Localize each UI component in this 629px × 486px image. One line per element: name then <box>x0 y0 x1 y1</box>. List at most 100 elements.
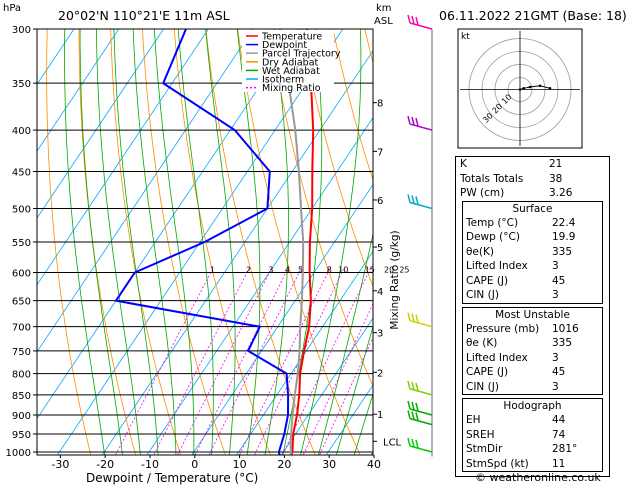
table-row: SREH 74 <box>463 428 602 443</box>
wind-barb-feather <box>411 438 415 448</box>
mixing-ratio-label: 10 <box>338 266 348 275</box>
mixing-ratio-line <box>177 266 273 455</box>
mixing-ratio-label: 20 <box>384 266 394 275</box>
row-value: 44 <box>552 414 566 426</box>
row-value: 3 <box>552 289 559 301</box>
row-label: θe (K) <box>466 337 498 349</box>
wind-barb <box>407 115 433 131</box>
km-tick-label: 6 <box>377 196 383 207</box>
y-tick-label: 1000 <box>6 448 31 459</box>
y-tick-label: 550 <box>12 238 31 249</box>
wind-barb-feather <box>415 117 419 127</box>
mixing-ratio-axis-label: Mixing Ratio (g/kg) <box>389 230 401 330</box>
mixing-ratio-label: 2 <box>246 266 251 275</box>
table-row: Pressure (mb) 1016 <box>463 322 602 337</box>
row-value: 11 <box>552 457 566 470</box>
legend-label: Dewpoint <box>262 40 307 51</box>
table-row: CIN (J) 3 <box>463 380 602 395</box>
table-row: Totals Totals 38 <box>456 172 609 187</box>
row-value: 45 <box>552 366 566 378</box>
hodograph-point <box>548 86 552 90</box>
dry-adiabat-line <box>608 5 629 469</box>
wind-barb-feather <box>411 381 415 391</box>
dry-adiabat-line <box>332 29 373 182</box>
series-line-temperature <box>290 29 315 455</box>
y-tick-label: 600 <box>12 269 31 280</box>
mixing-ratio-line <box>153 266 251 455</box>
wind-barb-feather <box>415 16 419 26</box>
wind-barb-feather <box>407 312 411 321</box>
most-unstable-title: Most Unstable <box>495 308 570 321</box>
header-asl-unit: ASL <box>374 16 393 27</box>
wet-adiabat-line <box>264 29 289 455</box>
km-tick-label: 1 <box>377 410 383 421</box>
mixing-ratio-label: 25 <box>399 266 409 275</box>
wind-barb-feather <box>411 401 415 411</box>
row-label: Dewp (°C) <box>466 231 520 243</box>
table-row: StmSpd (kt) 11 <box>463 457 602 472</box>
table-row: Lifted Index 3 <box>463 351 602 366</box>
table-row: EH 44 <box>463 413 602 428</box>
mixing-ratio-line <box>238 266 332 455</box>
y-tick-label: 300 <box>12 25 31 36</box>
header-km-unit: km <box>376 3 392 14</box>
mixing-ratio-line <box>194 266 290 455</box>
hodograph-unit: kt <box>461 32 470 42</box>
header-location: 20°02'N 110°21'E 11m ASL <box>58 8 230 23</box>
wind-barb-feather <box>411 313 415 322</box>
row-value: 22.4 <box>552 216 576 229</box>
km-tick-label: 5 <box>377 243 383 254</box>
wet-adiabat-line <box>95 29 141 455</box>
y-tick-label: 500 <box>12 204 31 215</box>
row-label: θe(K) <box>466 245 494 258</box>
table-row: θe (K) 335 <box>463 336 602 351</box>
row-value: 45 <box>552 274 566 287</box>
dry-adiabat-line <box>142 29 226 455</box>
row-label: EH <box>466 414 481 426</box>
table-row: Lifted Index 3 <box>463 259 602 274</box>
hodograph-point <box>518 88 522 91</box>
row-value: 281° <box>552 443 578 455</box>
legend-label: Wet Adiabat <box>262 66 320 77</box>
row-label: Lifted Index <box>466 260 528 272</box>
mixing-ratio-label: 3 <box>268 266 273 275</box>
wet-adiabat-line <box>282 29 323 455</box>
wet-adiabat-line <box>64 29 106 455</box>
dry-adiabat-line <box>78 29 137 455</box>
mixing-ratio-label: 15 <box>365 266 375 275</box>
mixing-ratio-line <box>253 266 346 455</box>
row-label: Lifted Index <box>466 351 528 364</box>
row-value: 1016 <box>552 322 579 335</box>
legend-label: Isotherm <box>262 75 304 86</box>
wind-barb-feather <box>407 410 411 419</box>
x-tick-label: 40 <box>367 458 381 471</box>
dry-adiabat-line <box>300 29 373 288</box>
wind-barb-feather <box>415 196 419 205</box>
table-row: StmDir 281° <box>463 442 602 457</box>
hodograph-section: Hodograph EH 44 SREH 74 StmDir 281° StmSpd (kt… <box>462 398 603 472</box>
wet-adiabat-line <box>113 29 159 455</box>
wind-barb <box>407 14 433 30</box>
series-line-parcel-trajectory <box>279 29 305 455</box>
x-axis-label: Dewpoint / Temperature (°C) <box>86 471 259 485</box>
wet-adiabat-line <box>236 29 261 455</box>
dry-adiabat-line <box>110 29 182 455</box>
series-line-dewpoint <box>114 29 290 455</box>
hodograph-point <box>538 84 542 88</box>
indices-table: K 21 Totals Totals 38 PW (cm) 3.26 Surface Te… <box>455 156 610 477</box>
mixing-ratio-line <box>208 266 303 455</box>
wind-barb-feather <box>407 14 411 24</box>
row-label: StmSpd (kt) <box>466 457 529 470</box>
row-label: Totals Totals <box>460 172 524 185</box>
wet-adiabat-line <box>79 29 123 455</box>
table-row: CIN (J) 3 <box>463 288 602 303</box>
wet-adiabat-line <box>153 29 195 455</box>
header-date: 06.11.2022 21GMT (Base: 18) <box>439 8 627 23</box>
row-label: Temp (°C) <box>466 216 519 229</box>
row-label: CAPE (J) <box>466 274 509 287</box>
y-tick-label: 850 <box>12 391 31 402</box>
mixing-ratio-line <box>302 302 373 455</box>
km-tick-label: 4 <box>377 287 383 298</box>
table-row: θe(K) 335 <box>463 245 602 260</box>
wind-barb <box>407 410 433 426</box>
